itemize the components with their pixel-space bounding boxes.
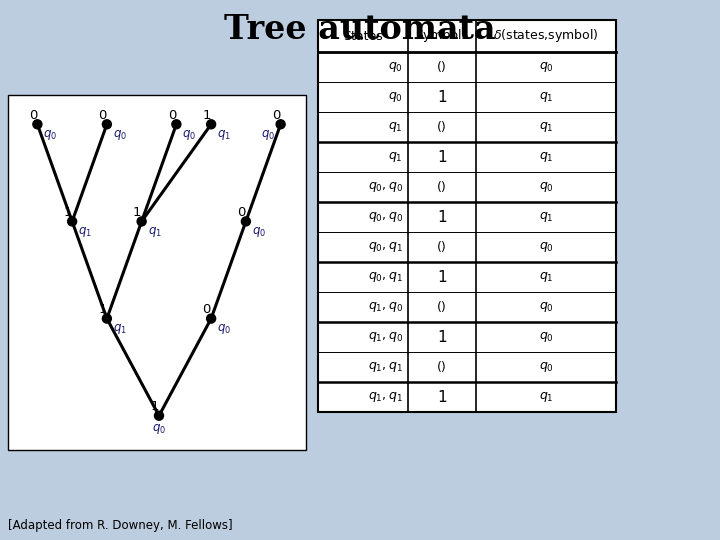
Text: [Adapted from R. Downey, M. Fellows]: [Adapted from R. Downey, M. Fellows]: [8, 519, 233, 532]
Text: $q_1$: $q_1$: [388, 120, 403, 134]
Text: $q_0$: $q_0$: [261, 128, 274, 142]
Text: States: States: [343, 30, 383, 43]
Text: $q_0$: $q_0$: [217, 322, 231, 336]
Text: $q_0$: $q_0$: [539, 300, 554, 314]
Text: 1: 1: [202, 109, 211, 122]
Text: $q_1,q_1$: $q_1,q_1$: [368, 390, 403, 404]
Text: 1: 1: [437, 150, 447, 165]
FancyBboxPatch shape: [8, 95, 306, 450]
Text: $q_0$: $q_0$: [539, 240, 554, 254]
Text: $q_0$: $q_0$: [182, 128, 197, 142]
Circle shape: [68, 217, 76, 226]
Text: $q_1$: $q_1$: [539, 210, 554, 224]
Text: $q_0,q_1$: $q_0,q_1$: [368, 240, 403, 254]
Text: $q_1,q_1$: $q_1,q_1$: [368, 360, 403, 374]
Text: $q_1$: $q_1$: [388, 150, 403, 164]
Text: $q_1$: $q_1$: [148, 225, 161, 239]
Text: 0: 0: [98, 109, 107, 122]
Circle shape: [155, 411, 163, 420]
Circle shape: [207, 314, 215, 323]
Text: $q_1$: $q_1$: [113, 322, 127, 336]
Text: $q_1$: $q_1$: [539, 390, 554, 404]
Text: $q_1$: $q_1$: [539, 120, 554, 134]
Text: Symbols: Symbols: [415, 30, 469, 43]
Text: $q_0$: $q_0$: [539, 330, 554, 344]
Text: 1: 1: [437, 210, 447, 225]
Text: 1: 1: [437, 90, 447, 105]
Circle shape: [172, 120, 181, 129]
Circle shape: [241, 217, 251, 226]
Text: $q_1$: $q_1$: [539, 90, 554, 104]
Text: 1: 1: [63, 206, 72, 219]
Text: $q_1$: $q_1$: [539, 150, 554, 164]
Text: $q_1,q_0$: $q_1,q_0$: [368, 330, 403, 344]
Text: 1: 1: [133, 206, 141, 219]
Text: 1: 1: [437, 389, 447, 404]
Text: $q_0$: $q_0$: [539, 360, 554, 374]
Text: (): (): [437, 180, 447, 193]
Text: 1: 1: [437, 329, 447, 345]
Circle shape: [33, 120, 42, 129]
Text: $q_0,q_0$: $q_0,q_0$: [368, 210, 403, 224]
Text: Tree automata: Tree automata: [224, 13, 496, 46]
Text: 1: 1: [437, 269, 447, 285]
Text: $q_1$: $q_1$: [217, 128, 231, 142]
Text: $q_1$: $q_1$: [78, 225, 92, 239]
Text: $\delta$(states,symbol): $\delta$(states,symbol): [493, 28, 599, 44]
Text: $q_0$: $q_0$: [252, 225, 266, 239]
Text: (): (): [437, 300, 447, 314]
Text: 0: 0: [202, 303, 211, 316]
Text: (): (): [437, 240, 447, 253]
Text: $q_0$: $q_0$: [539, 180, 554, 194]
Text: $q_0$: $q_0$: [388, 90, 403, 104]
Circle shape: [102, 120, 112, 129]
Text: $q_0$: $q_0$: [113, 128, 127, 142]
Text: $q_0$: $q_0$: [388, 60, 403, 74]
Text: 0: 0: [237, 206, 246, 219]
Circle shape: [102, 314, 112, 323]
Text: (): (): [437, 361, 447, 374]
Text: 0: 0: [272, 109, 280, 122]
FancyBboxPatch shape: [318, 20, 616, 412]
Text: 1: 1: [150, 400, 158, 413]
Circle shape: [276, 120, 285, 129]
Text: $q_1,q_0$: $q_1,q_0$: [368, 300, 403, 314]
Text: 0: 0: [168, 109, 176, 122]
Text: $q_0$: $q_0$: [152, 422, 166, 436]
Text: $q_0$: $q_0$: [43, 128, 58, 142]
Text: $q_0,q_1$: $q_0,q_1$: [368, 270, 403, 284]
Circle shape: [137, 217, 146, 226]
Circle shape: [207, 120, 215, 129]
Text: (): (): [437, 120, 447, 133]
Text: $q_0$: $q_0$: [539, 60, 554, 74]
Text: 0: 0: [29, 109, 37, 122]
Text: $q_1$: $q_1$: [539, 270, 554, 284]
Text: $q_0,q_0$: $q_0,q_0$: [368, 180, 403, 194]
Text: (): (): [437, 60, 447, 73]
Text: 1: 1: [98, 303, 107, 316]
